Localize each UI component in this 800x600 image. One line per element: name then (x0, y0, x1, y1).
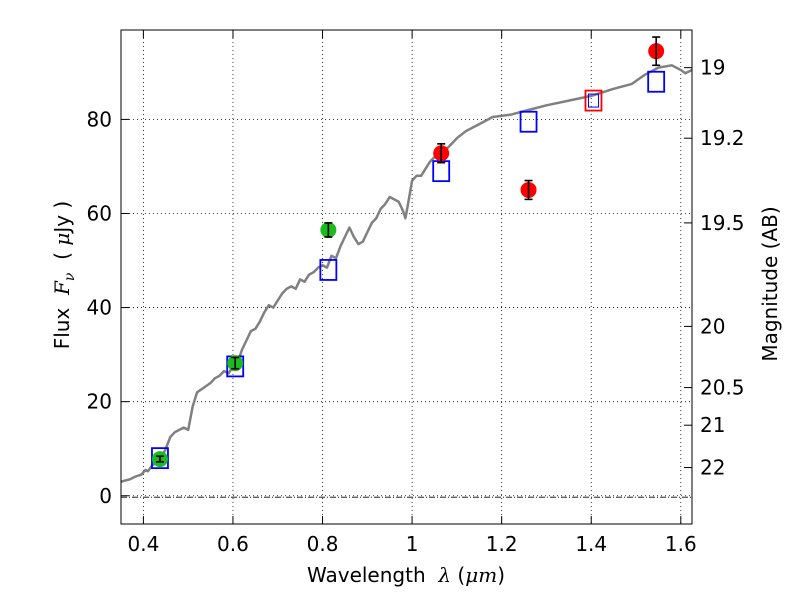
model-square-4-0 (584, 89, 603, 112)
y2-axis-title: Magnitude (AB) (758, 206, 782, 361)
plot-frame (120, 29, 693, 525)
series-group (121, 36, 692, 483)
y2-tick-label-5: 21 (700, 413, 725, 437)
y-tick-label-3: 60 (87, 201, 112, 225)
x-tick-label-4: 1.2 (486, 532, 518, 556)
y2-tick-label-1: 19.2 (700, 126, 745, 150)
y-axis: 0 20 40 60 80 (87, 107, 129, 508)
y2-tick-label-2: 19.5 (700, 211, 745, 235)
y-tick-label-2: 40 (87, 296, 112, 320)
model-square-3-4 (519, 110, 538, 133)
y2-axis: 19 19.2 19.5 20 20.5 21 22 (684, 56, 745, 480)
y-tick-label-1: 20 (87, 390, 112, 414)
x-axis: 0.4 0.6 0.8 1 1.2 1.4 1.6 (127, 30, 697, 556)
y2-tick-label-4: 20.5 (700, 376, 745, 400)
model-square-inner-4-0 (587, 93, 599, 108)
y2-tick-label-0: 19 (700, 56, 725, 80)
model-square-3-0 (151, 447, 169, 470)
x-tick-label-3: 1 (406, 532, 419, 556)
plot-area (121, 36, 692, 483)
x-tick-label-2: 0.8 (307, 532, 339, 556)
sed-template-line (121, 64, 692, 483)
x-axis-title: Wavelength λ (μm) (307, 563, 505, 587)
model-square-3-2 (319, 259, 338, 281)
y-axis-title: Flux Fν ( μJy ) (50, 201, 78, 350)
x-tick-label-6: 1.6 (665, 532, 697, 556)
model-square-3-5 (647, 70, 666, 93)
x-tick-label-5: 1.4 (575, 532, 607, 556)
x-tick-label-1: 0.6 (217, 532, 249, 556)
y2-tick-label-3: 20 (700, 314, 725, 338)
y2-tick-label-6: 22 (700, 456, 725, 480)
x-tick-label-0: 0.4 (127, 532, 159, 556)
y-tick-label-0: 0 (99, 484, 112, 508)
y-tick-label-4: 80 (87, 107, 112, 131)
